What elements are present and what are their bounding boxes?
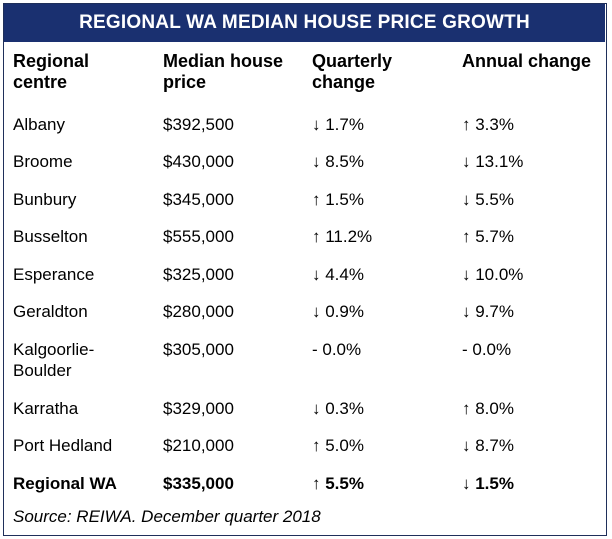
table-header: Regional centre Median house price Quart…	[4, 51, 605, 101]
cell-centre: Regional WA	[13, 474, 117, 493]
cell-centre-line-1: Kalgoorlie-	[13, 340, 95, 359]
cell-quarterly: ↓ 0.3%	[312, 399, 364, 418]
cell-centre: Port Hedland	[13, 436, 113, 455]
header-quarterly-line-2: change	[312, 72, 376, 92]
source-note: Source: REIWA. December quarter 2018	[13, 507, 321, 526]
header-annual: Annual change	[462, 51, 591, 72]
cell-annual: ↑ 5.7%	[462, 227, 514, 246]
cell-centre-line-2: Boulder	[13, 361, 72, 380]
cell-price: $210,000	[163, 436, 234, 455]
price-growth-table: REGIONAL WA MEDIAN HOUSE PRICE GROWTH Re…	[3, 3, 607, 536]
cell-quarterly: ↓ 1.7%	[312, 115, 364, 134]
cell-centre: Broome	[13, 152, 73, 171]
cell-price: $430,000	[163, 152, 234, 171]
cell-annual: - 0.0%	[462, 340, 512, 359]
cell-annual: ↓ 5.5%	[462, 190, 514, 209]
header-centre: Regional centre	[13, 51, 89, 93]
cell-quarterly: ↑ 11.2%	[312, 227, 373, 246]
cell-annual: ↓ 1.5%	[462, 474, 514, 493]
header-annual-line-1: Annual change	[462, 51, 592, 71]
cell-price: $280,000	[163, 302, 234, 321]
cell-price: $335,000	[163, 474, 234, 493]
cell-annual: ↓ 13.1%	[462, 152, 524, 171]
cell-quarterly: ↓ 4.4%	[312, 265, 364, 284]
header-centre-line-1: Regional	[13, 51, 90, 71]
cell-price: $345,000	[163, 190, 234, 209]
cell-centre: Albany	[13, 115, 65, 134]
cell-centre: Karratha	[13, 399, 79, 418]
cell-quarterly: ↓ 8.5%	[312, 152, 364, 171]
cell-centre: Geraldton	[13, 302, 88, 321]
cell-quarterly: ↑ 5.0%	[312, 436, 364, 455]
header-quarterly-line-1: Quarterly	[312, 51, 393, 71]
header-price: Median house price	[163, 51, 283, 93]
header-price-line-1: Median house	[163, 51, 284, 71]
header-price-line-2: price	[163, 72, 207, 92]
header-centre-line-2: centre	[13, 72, 68, 92]
cell-annual: ↑ 8.0%	[462, 399, 514, 418]
header-quarterly: Quarterly change	[312, 51, 392, 93]
cell-annual: ↓ 8.7%	[462, 436, 514, 455]
cell-price: $392,500	[163, 115, 234, 134]
cell-price: $325,000	[163, 265, 234, 284]
cell-centre: Busselton	[13, 227, 88, 246]
cell-centre: Bunbury	[13, 190, 77, 209]
table-title: REGIONAL WA MEDIAN HOUSE PRICE GROWTH	[4, 4, 605, 42]
cell-quarterly: ↑ 1.5%	[312, 190, 364, 209]
cell-centre: Kalgoorlie- Boulder	[13, 339, 94, 381]
cell-quarterly: - 0.0%	[312, 340, 362, 359]
cell-quarterly: ↑ 5.5%	[312, 474, 364, 493]
cell-annual: ↑ 3.3%	[462, 115, 514, 134]
cell-quarterly: ↓ 0.9%	[312, 302, 364, 321]
cell-annual: ↓ 9.7%	[462, 302, 514, 321]
cell-annual: ↓ 10.0%	[462, 265, 524, 284]
cell-centre: Esperance	[13, 265, 95, 284]
cell-price: $555,000	[163, 227, 234, 246]
cell-price: $329,000	[163, 399, 234, 418]
cell-price: $305,000	[163, 340, 234, 359]
